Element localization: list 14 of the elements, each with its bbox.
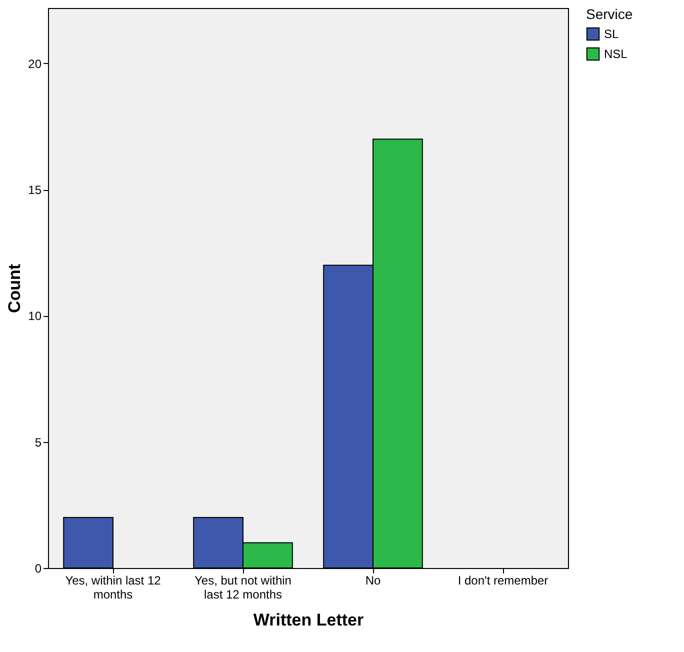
x-tick-label: I don't remember — [458, 574, 548, 588]
y-tick-label: 10 — [28, 309, 42, 324]
y-tick-label: 20 — [28, 56, 42, 71]
x-tick-label: Yes, but not within last 12 months — [194, 574, 292, 602]
legend-title: Service — [586, 6, 633, 22]
legend-label: NSL — [604, 47, 628, 61]
legend-label: SL — [604, 27, 620, 41]
y-tick-label: 0 — [34, 562, 42, 576]
x-axis-title: Written Letter — [253, 610, 364, 630]
x-tick-label: Yes, within last 12 months — [65, 574, 162, 602]
y-tick-label: 15 — [28, 183, 42, 198]
y-tick-label: 5 — [34, 435, 42, 450]
y-axis-title: Count — [5, 264, 24, 314]
x-tick-label: No — [365, 574, 381, 588]
